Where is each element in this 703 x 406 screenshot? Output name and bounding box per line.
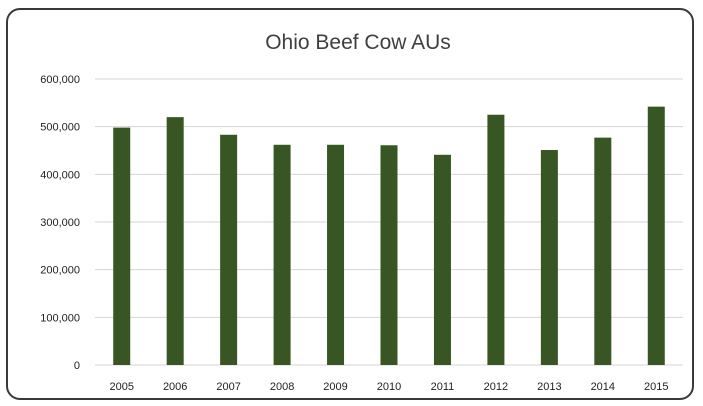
x-tick-label: 2013: [537, 381, 561, 393]
y-tick-label: 400,000: [40, 169, 80, 181]
x-tick-label: 2009: [323, 381, 347, 393]
y-tick-label: 600,000: [40, 74, 80, 86]
chart-title: Ohio Beef Cow AUs: [265, 31, 451, 54]
y-tick-label: 100,000: [40, 312, 80, 324]
x-tick-label: 2007: [216, 381, 240, 393]
x-axis-ticks: 2005 2006 2007 2008 2009 2010 2011 2012 2013 2014…: [109, 381, 668, 393]
x-tick-label: 2015: [644, 381, 668, 393]
x-tick-label: 2005: [109, 381, 133, 393]
bar-2014: [594, 137, 612, 365]
bar-2007: [220, 134, 238, 365]
y-axis-ticks: 0 100,000 200,000 300,000 400,000 500,000 600,…: [40, 74, 80, 372]
bar-2015: [647, 106, 665, 365]
bar-2008: [273, 144, 291, 365]
bar-2011: [433, 154, 451, 365]
x-tick-label: 2014: [591, 381, 615, 393]
bar-2005: [113, 127, 131, 366]
bar-2010: [380, 145, 398, 365]
y-tick-label: 500,000: [40, 122, 80, 134]
x-tick-label: 2010: [377, 381, 401, 393]
x-tick-label: 2006: [163, 381, 187, 393]
bar-2012: [487, 114, 505, 365]
bar-2013: [540, 150, 558, 365]
y-tick-label: 0: [74, 360, 80, 372]
x-tick-label: 2012: [484, 381, 508, 393]
bar-2009: [327, 144, 345, 365]
x-tick-label: 2008: [270, 381, 294, 393]
bar-2006: [166, 117, 184, 365]
y-tick-label: 300,000: [40, 217, 80, 229]
y-tick-label: 200,000: [40, 265, 80, 277]
bars: [113, 106, 665, 366]
x-tick-label: 2011: [431, 381, 455, 393]
